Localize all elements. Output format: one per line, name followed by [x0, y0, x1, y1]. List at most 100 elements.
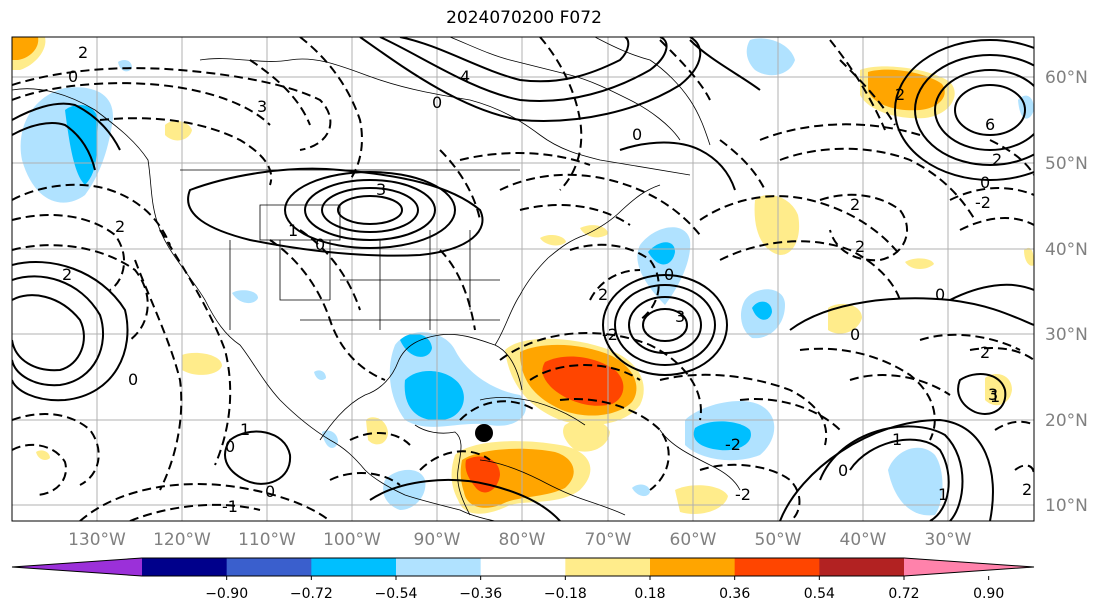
colorbar-tick-label: 0.54: [804, 586, 835, 602]
map-title: 2024070200 F072: [446, 8, 602, 28]
shade-negative-caribbean-core: [693, 421, 751, 451]
contour-label: 2: [1022, 480, 1032, 499]
colorbar-segment: [819, 558, 905, 576]
dashed-contours: [12, 37, 1034, 521]
lon-label: 30°W: [925, 530, 972, 550]
lat-label: 10°N: [1045, 496, 1088, 516]
colorbar-segment: [226, 558, 312, 576]
colorbar-segment: [396, 558, 482, 576]
shade-positive-small7: [36, 450, 50, 460]
contour-label: 0: [128, 370, 138, 389]
shade-negative-small1: [232, 290, 258, 304]
contour-label: 1: [938, 485, 948, 504]
colorbar-tick-label: 0.72: [888, 586, 919, 602]
latitude-labels: 60°N 50°N 40°N 30°N 20°N 10°N: [1045, 68, 1088, 516]
lat-label: 20°N: [1045, 411, 1088, 431]
contour-label: 2: [78, 43, 88, 62]
lat-label: 60°N: [1045, 68, 1088, 88]
shade-negative-gulf-core: [404, 370, 464, 421]
contour-label: 0: [68, 67, 78, 86]
lat-label: 30°N: [1045, 325, 1088, 345]
shade-negative-alaska-core: [65, 105, 99, 185]
contour-label: 1: [892, 430, 902, 449]
contour-label: 2: [992, 150, 1002, 169]
contour-label: 2: [850, 195, 860, 214]
colorbar-outline: [11, 557, 1035, 577]
contour-labels: 2 0 3 4 0 0 2 6 2 0 2 -2 2 3 1 0 2 2 2 0…: [62, 43, 1032, 516]
shade-positive-west-pacific: [182, 352, 222, 375]
contour-label: 0: [980, 173, 990, 192]
shade-positive-azores: [828, 303, 862, 334]
solid-contours: [12, 37, 1034, 521]
colorbar-tick-label: 0.36: [719, 586, 750, 602]
lon-label: 90°W: [414, 530, 461, 550]
shade-negative-mexico: [383, 469, 426, 510]
shade-positive-small6: [905, 258, 934, 269]
colorbar-segment: [565, 558, 651, 576]
shade-positive-alaska: [165, 120, 192, 141]
colorbar-extend-low: [12, 558, 142, 576]
contour-label: 0: [935, 285, 945, 304]
contour-label: 2: [115, 217, 125, 236]
contour-label: 2: [895, 85, 905, 104]
contour-label: 4: [460, 67, 470, 86]
lon-label: 60°W: [670, 530, 717, 550]
shade-negative-gulf-core2: [400, 333, 432, 357]
colorbar-tick-label: −0.54: [375, 586, 418, 602]
contour-label: 2: [855, 237, 865, 256]
colorbar-tick-label: −0.72: [290, 586, 333, 602]
lat-label: 50°N: [1045, 154, 1088, 174]
lon-label: 120°W: [153, 530, 211, 550]
lon-label: 70°W: [585, 530, 632, 550]
contour-label: -2: [602, 325, 618, 344]
contour-label: 0: [225, 437, 235, 456]
shade-negative-atlantic1-core: [648, 242, 675, 265]
contour-label: 1: [990, 387, 1000, 406]
contour-label: 2: [598, 285, 608, 304]
colorbar-tick-label: −0.90: [205, 586, 248, 602]
colorbar-tick-label: 0.90: [973, 586, 1004, 602]
shade-positive-east-edge: [1024, 247, 1034, 266]
shade-positive-caribbean: [563, 419, 610, 452]
colorbar-segment: [142, 558, 228, 576]
contour-label: 2: [980, 343, 990, 362]
contour-label: 0: [838, 461, 848, 480]
longitude-labels: 130°W 120°W 110°W 100°W 90°W 80°W 70°W 6…: [68, 530, 972, 550]
shade-negative-south-atlantic: [888, 447, 943, 516]
contour-label: 1: [240, 420, 250, 439]
colorbar-tick-label: −0.18: [544, 586, 587, 602]
shade-positive-north-atlantic-orange: [868, 69, 945, 111]
storm-position-marker[interactable]: [475, 424, 493, 442]
shade-positive-mid-atlantic: [754, 195, 800, 255]
colorbar-tick-label: −0.36: [459, 586, 502, 602]
contour-label: -2: [975, 193, 991, 212]
contour-label: 0: [850, 325, 860, 344]
shade-positive-small8: [540, 235, 566, 246]
contour-label: 0: [632, 125, 642, 144]
shade-negative-atlantic2-core: [752, 301, 772, 320]
contour-label: 2: [62, 265, 72, 284]
contour-label: 0: [315, 235, 325, 254]
coastlines: [12, 37, 741, 521]
contour-label: 6: [985, 115, 995, 134]
lon-label: 40°W: [840, 530, 887, 550]
contour-label: 3: [376, 180, 386, 199]
shade-positive-mexico-coast: [366, 417, 388, 445]
contour-label: 3: [257, 97, 267, 116]
colorbar-segment: [650, 558, 736, 576]
lon-label: 50°W: [755, 530, 802, 550]
graticule: [12, 37, 1034, 521]
contour-label: 0: [432, 93, 442, 112]
lat-label: 40°N: [1045, 240, 1088, 260]
shade-negative-small5: [314, 370, 326, 380]
lon-label: 130°W: [68, 530, 126, 550]
shade-negative-north-atlantic: [746, 38, 795, 76]
colorbar-segment: [480, 558, 566, 576]
contour-label: -2: [735, 485, 751, 504]
lon-label: 100°W: [323, 530, 381, 550]
contour-label: 3: [988, 385, 998, 404]
shade-positive-atlantic-red: [542, 356, 624, 406]
lon-label: 80°W: [499, 530, 546, 550]
colorbar-tick-label: 0.18: [634, 586, 665, 602]
